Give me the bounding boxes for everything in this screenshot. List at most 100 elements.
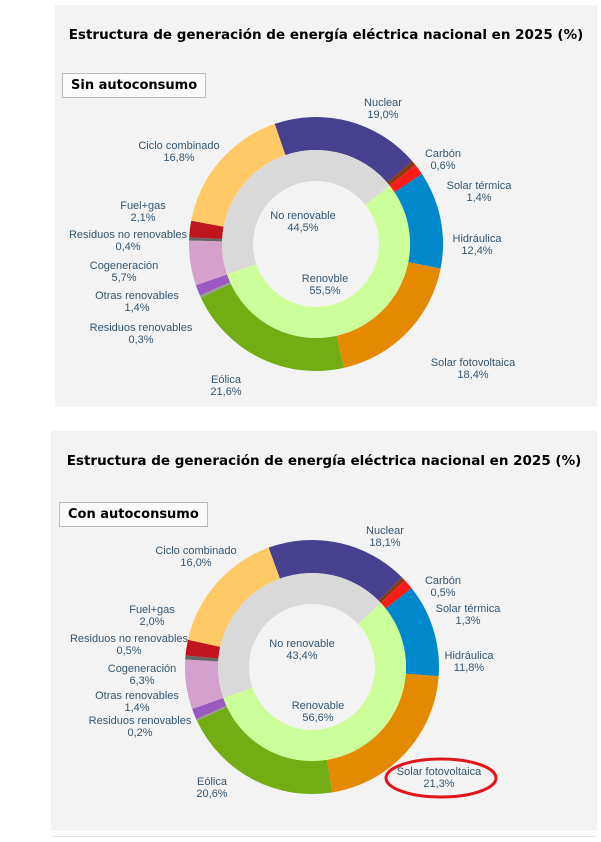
chart-title: Estructura de generación de energía eléc… <box>68 27 584 43</box>
label-name: Solar térmica <box>435 603 501 615</box>
slice-residuos-no-renovables <box>189 237 223 242</box>
label-value: 16,8% <box>163 152 195 164</box>
data-label-ciclo-combinado: Ciclo combinado 16,8% <box>138 140 219 164</box>
label-value: 18,1% <box>369 537 401 549</box>
slice-otras-renovables <box>192 698 227 720</box>
label-value: 43,4% <box>286 650 318 662</box>
label-name: Cogeneración <box>89 260 159 272</box>
label-value: 6,3% <box>129 675 155 687</box>
label-name: Eólica <box>197 776 227 788</box>
data-label-otras-renovables: Otras renovables 1,4% <box>95 690 179 714</box>
label-name: Solar fotovoltaica <box>396 766 482 778</box>
label-value: 44,5% <box>287 222 319 234</box>
slice-solar-termica <box>389 164 422 193</box>
slice-hidraulica <box>385 588 440 677</box>
label-value: 0,5% <box>430 587 456 599</box>
slice-carbon <box>378 577 405 603</box>
label-name: Solar térmica <box>446 180 512 192</box>
slice-residuos-renovables <box>196 705 227 721</box>
donut-chart <box>185 540 498 799</box>
center-label-no-renovable: No renovable 43,4% <box>269 638 334 662</box>
label-name: Nuclear <box>364 97 402 109</box>
slice-ciclo-combinado <box>187 547 280 647</box>
data-label-solar-fotovoltaica: Solar fotovoltaica 21,3% <box>397 766 481 790</box>
data-label-fuel-gas: Fuel+gas 2,1% <box>120 200 166 224</box>
label-name: Solar fotovoltaica <box>430 357 516 369</box>
data-label-nuclear: Nuclear 19,0% <box>364 97 402 121</box>
data-label-fuel-gas: Fuel+gas 2,0% <box>129 604 175 628</box>
scenario-label: Con autoconsumo <box>59 502 208 527</box>
slice-residuos-no-renovables <box>185 655 219 662</box>
label-name: Residuos renovables <box>88 715 192 727</box>
label-name: Hidráulica <box>452 233 502 245</box>
slice-eolica <box>200 283 344 371</box>
label-name: Fuel+gas <box>120 200 166 212</box>
slice-carbon <box>387 161 416 186</box>
label-value: 11,8% <box>453 662 485 674</box>
label-value: 18,4% <box>457 369 489 381</box>
slice-eolica <box>196 706 333 794</box>
label-name: Renovable <box>291 700 345 712</box>
slice-solar-fotovoltaica <box>327 673 439 793</box>
data-label-residuos-renovables: Residuos renovables 0,2% <box>89 715 192 739</box>
label-value: 0,6% <box>430 160 456 172</box>
label-value: 5,7% <box>111 272 137 284</box>
slice-solar-fotovoltaica <box>336 262 441 368</box>
data-label-residuos-no-renovables: Residuos no renovables 0,4% <box>69 229 187 253</box>
label-value: 20,6% <box>196 788 228 800</box>
donut-chart <box>189 117 444 371</box>
label-name: Carbón <box>424 148 462 160</box>
data-label-residuos-renovables: Residuos renovables 0,3% <box>90 322 193 346</box>
inner-slice-renovable <box>223 602 406 761</box>
data-label-carbon: Carbón 0,5% <box>425 575 461 599</box>
label-value: 16,0% <box>180 557 212 569</box>
data-label-solar-termica: Solar térmica 1,4% <box>447 180 512 204</box>
data-label-solar-fotovoltaica: Solar fotovoltaica 18,4% <box>431 357 515 381</box>
data-label-hidraulica: Hidráulica 11,8% <box>445 650 494 674</box>
label-name: Hidráulica <box>444 650 494 662</box>
center-label-renovble: Renovble 55,5% <box>302 273 348 297</box>
slice-fuel-gas <box>189 220 224 240</box>
label-value: 55,5% <box>309 285 341 297</box>
inner-slice-renovble <box>226 185 410 338</box>
data-label-carbon: Carbón 0,6% <box>425 148 461 172</box>
label-name: No renovable <box>269 638 335 650</box>
label-value: 19,0% <box>367 109 399 121</box>
label-value: 2,1% <box>130 212 156 224</box>
data-label-otras-renovables: Otras renovables 1,4% <box>95 290 179 314</box>
data-label-eolica: Eólica 21,6% <box>210 374 241 398</box>
label-name: Carbón <box>424 575 462 587</box>
chart-panel-sin-autoconsumo: Estructura de generación de energía eléc… <box>55 5 597 407</box>
slice-cogeneracion <box>189 240 228 286</box>
data-label-nuclear: Nuclear 18,1% <box>366 525 404 549</box>
scenario-label: Sin autoconsumo <box>62 73 207 98</box>
label-value: 1,3% <box>455 615 481 627</box>
data-label-hidraulica: Hidráulica 12,4% <box>453 233 502 257</box>
data-label-residuos-no-renovables: Residuos no renovables 0,5% <box>70 633 188 657</box>
label-name: Fuel+gas <box>129 604 175 616</box>
data-label-cogeneracion: Cogeneración 5,7% <box>90 260 159 284</box>
data-label-ciclo-combinado: Ciclo combinado 16,0% <box>155 545 236 569</box>
center-label-renovable: Renovable 56,6% <box>292 700 345 724</box>
inner-slice-no-renovable <box>222 150 390 275</box>
data-label-solar-termica: Solar térmica 1,3% <box>436 603 501 627</box>
label-value: 0,4% <box>115 241 141 253</box>
highlight-ellipse <box>384 757 498 799</box>
label-name: Residuos renovables <box>89 322 193 334</box>
center-label-no-renovable: No renovable 44,5% <box>270 210 335 234</box>
slice-nuclear <box>274 117 413 183</box>
label-value: 21,6% <box>210 386 242 398</box>
label-name: Ciclo combinado <box>155 545 237 557</box>
slice-hidraulica <box>394 173 444 269</box>
label-value: 1,4% <box>124 302 150 314</box>
inner-slice-no-renovable <box>218 573 381 699</box>
label-value: 0,5% <box>116 645 142 657</box>
label-value: 1,4% <box>466 192 492 204</box>
divider <box>51 836 597 837</box>
label-name: Cogeneración <box>107 663 177 675</box>
label-value: 0,2% <box>127 727 153 739</box>
label-name: Residuos no renovables <box>69 633 189 645</box>
data-label-cogeneracion: Cogeneración 6,3% <box>108 663 177 687</box>
label-value: 56,6% <box>302 712 334 724</box>
label-name: Residuos no renovables <box>68 229 188 241</box>
